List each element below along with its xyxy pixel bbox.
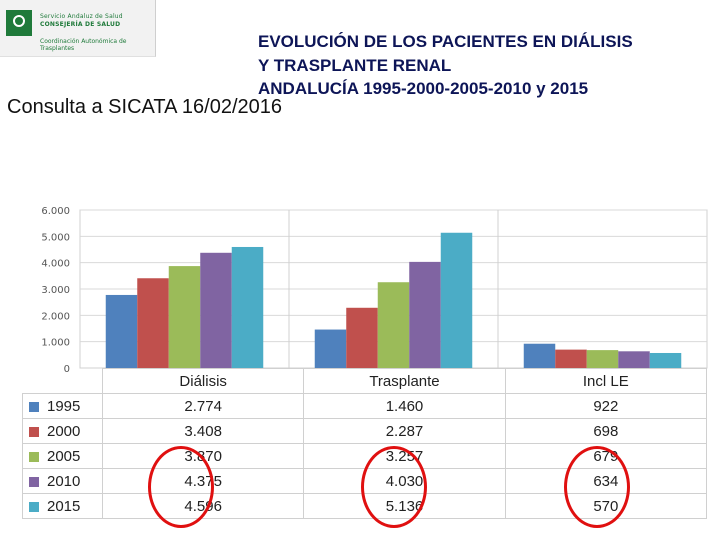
- title-line-1: EVOLUCIÓN DE LOS PACIENTES EN DIÁLISIS: [258, 32, 633, 51]
- bar: [440, 232, 473, 368]
- legend-swatch: [29, 426, 39, 437]
- bar: [377, 282, 410, 368]
- legend-swatch: [29, 401, 39, 412]
- bar: [555, 349, 587, 368]
- legend-label: 2005: [47, 447, 81, 465]
- legend-swatch: [29, 451, 39, 462]
- y-tick-label: 5.000: [41, 232, 70, 243]
- highlight-circle-incl-le: [564, 446, 630, 528]
- category-label-trasplante: Trasplante: [303, 368, 506, 394]
- legend-label: 2015: [47, 497, 81, 515]
- bar: [231, 246, 264, 368]
- logo-text-line1: Servicio Andaluz de Salud: [40, 13, 123, 20]
- bar: [618, 351, 650, 368]
- logo-text-line2: CONSEJERÍA DE SALUD: [40, 21, 121, 28]
- data-label: 2.774: [101, 393, 305, 419]
- logo-text-line3: Coordinación Autonómica de Trasplantes: [40, 38, 127, 52]
- bar: [314, 329, 347, 368]
- bar: [409, 261, 441, 368]
- y-tick-label: 3.000: [41, 285, 70, 296]
- highlight-circle-dialisis: [148, 446, 214, 528]
- andalucia-emblem-icon: [6, 10, 32, 36]
- table-header-row: Diálisis Trasplante Incl LE: [22, 368, 708, 394]
- bar: [649, 352, 682, 368]
- legend-entry: 2000: [22, 418, 103, 444]
- logo: Servicio Andaluz de Salud CONSEJERÍA DE …: [0, 0, 156, 57]
- legend-label: 2000: [47, 422, 81, 440]
- table-row: 2000 3.408 2.287 698: [22, 418, 708, 444]
- category-label-incl-le: Incl LE: [504, 368, 708, 394]
- y-tick-label: 1.000: [41, 338, 70, 349]
- title-line-3: ANDALUCÍA 1995-2000-2005-2010 y 2015: [258, 79, 589, 98]
- data-label: 3.408: [101, 418, 305, 444]
- page-title: EVOLUCIÓN DE LOS PACIENTES EN DIÁLISIS Y…: [258, 30, 633, 101]
- legend-entry: 2005: [22, 443, 103, 469]
- table-row: 1995 2.774 1.460 922: [22, 393, 708, 419]
- data-label: 922: [504, 393, 708, 419]
- data-label: 698: [504, 418, 708, 444]
- data-label: 1.460: [303, 393, 506, 419]
- legend-label: 1995: [47, 397, 81, 415]
- legend-entry: 2010: [22, 468, 103, 494]
- y-tick-label: 6.000: [41, 206, 70, 217]
- bar: [523, 343, 556, 368]
- bar: [137, 278, 169, 368]
- table-corner-cell: [22, 368, 103, 394]
- y-tick-label: 2.000: [41, 311, 70, 322]
- legend-label: 2010: [47, 472, 81, 490]
- legend-entry: 1995: [22, 393, 103, 419]
- legend-swatch: [29, 501, 39, 512]
- bar: [168, 266, 201, 368]
- data-label: 2.287: [303, 418, 506, 444]
- title-line-2: Y TRASPLANTE RENAL: [258, 55, 452, 75]
- category-label-dialisis: Diálisis: [101, 368, 305, 394]
- page-subtitle: Consulta a SICATA 16/02/2016: [7, 96, 282, 118]
- bar: [200, 252, 232, 368]
- y-tick-label: 4.000: [41, 259, 70, 270]
- bar: [586, 350, 619, 368]
- highlight-circle-trasplante: [361, 446, 427, 528]
- bar: [346, 307, 378, 368]
- bar: [105, 294, 138, 368]
- legend-swatch: [29, 476, 39, 487]
- legend-entry: 2015: [22, 493, 103, 519]
